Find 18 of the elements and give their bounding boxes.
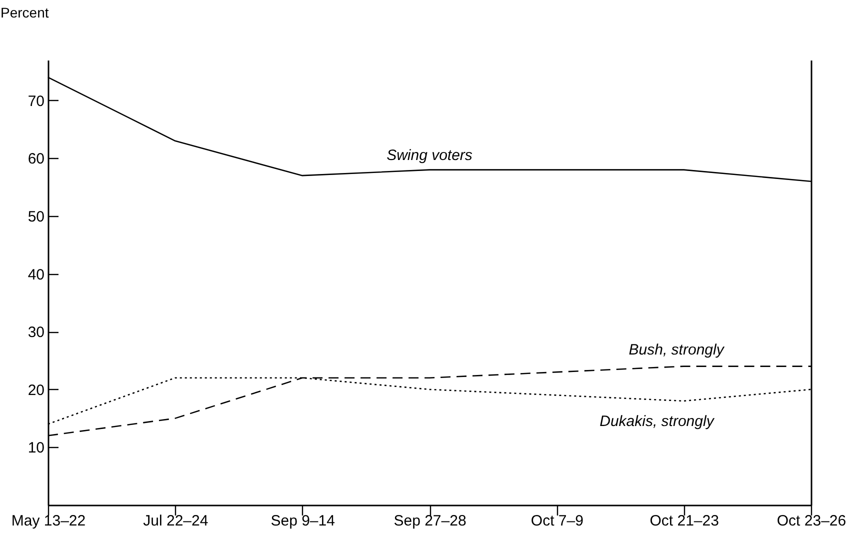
x-tick-label: Oct 21–23 <box>650 512 719 530</box>
y-axis-title: Percent <box>0 4 49 20</box>
y-tick-label: 50 <box>28 208 44 226</box>
x-tick-label: Oct 7–9 <box>530 512 584 530</box>
y-tick-label: 30 <box>28 324 44 342</box>
x-tick-label: May 13–22 <box>11 512 86 530</box>
series-label: Swing voters <box>386 146 473 164</box>
x-tick-label: Sep 9–14 <box>270 512 335 530</box>
y-tick-label: 60 <box>28 150 44 168</box>
x-tick-label: Jul 22–24 <box>143 512 208 530</box>
y-tick-label: 10 <box>28 440 44 457</box>
y-tick-label: 20 <box>28 382 44 399</box>
series-label: Bush, strongly <box>628 341 726 358</box>
series-label: Dukakis, strongly <box>600 412 716 430</box>
y-tick-label: 70 <box>28 92 44 110</box>
y-tick-label: 40 <box>28 266 44 284</box>
x-tick-label: Sep 27–28 <box>394 512 466 530</box>
x-tick-label: Oct 23–26 <box>776 512 846 530</box>
